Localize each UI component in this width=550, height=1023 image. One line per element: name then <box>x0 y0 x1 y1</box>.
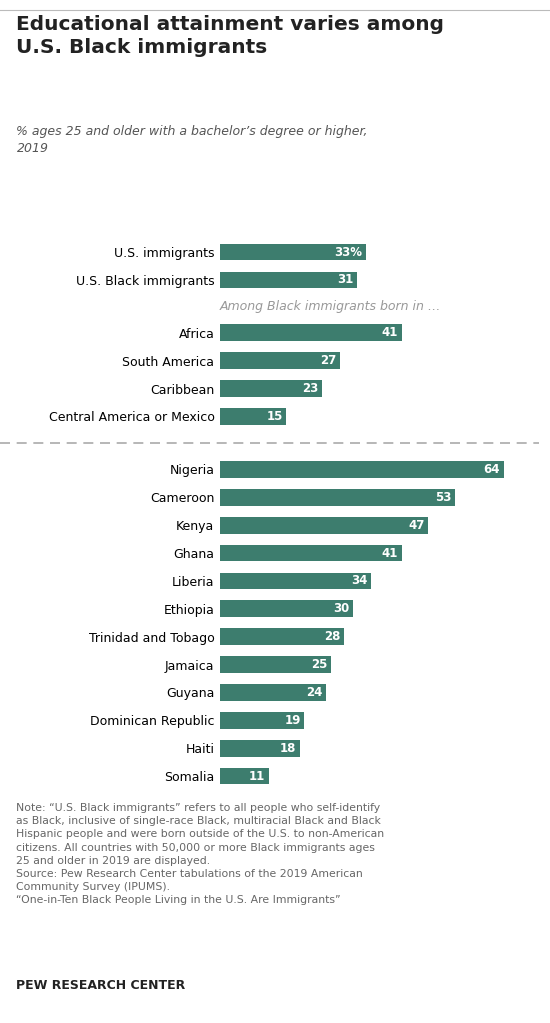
Bar <box>220 740 300 757</box>
Bar <box>220 517 428 534</box>
Text: Note: “U.S. Black immigrants” refers to all people who self-identify
as Black, i: Note: “U.S. Black immigrants” refers to … <box>16 803 384 905</box>
Text: 34: 34 <box>351 575 367 587</box>
Text: Educational attainment varies among
U.S. Black immigrants: Educational attainment varies among U.S.… <box>16 15 444 57</box>
Bar <box>220 656 331 673</box>
Text: 28: 28 <box>324 630 340 643</box>
Text: 64: 64 <box>483 463 500 476</box>
Text: 15: 15 <box>267 410 283 422</box>
Text: 41: 41 <box>382 546 398 560</box>
Text: 53: 53 <box>435 491 451 504</box>
Text: 18: 18 <box>280 742 296 755</box>
Bar <box>220 601 353 617</box>
Bar <box>220 573 371 589</box>
Bar <box>220 684 326 701</box>
Bar <box>220 243 366 261</box>
Text: 25: 25 <box>311 658 327 671</box>
Text: 30: 30 <box>333 603 349 616</box>
Text: % ages 25 and older with a bachelor’s degree or higher,
2019: % ages 25 and older with a bachelor’s de… <box>16 125 368 155</box>
Text: 19: 19 <box>284 714 301 727</box>
Text: 23: 23 <box>302 383 318 395</box>
Bar <box>220 352 340 369</box>
Bar <box>220 544 402 562</box>
Bar <box>220 461 504 478</box>
Bar <box>220 712 304 728</box>
Bar <box>220 628 344 646</box>
Bar <box>220 408 287 425</box>
Text: 31: 31 <box>338 273 354 286</box>
Text: PEW RESEARCH CENTER: PEW RESEARCH CENTER <box>16 979 186 992</box>
Text: 47: 47 <box>408 519 425 532</box>
Text: 24: 24 <box>306 686 323 699</box>
Text: 41: 41 <box>382 326 398 340</box>
Bar <box>220 767 269 785</box>
Bar <box>220 271 358 288</box>
Bar <box>220 381 322 397</box>
Text: 27: 27 <box>320 354 336 367</box>
Bar <box>220 324 402 342</box>
Text: 11: 11 <box>249 769 265 783</box>
Text: 33%: 33% <box>334 246 362 259</box>
Bar <box>220 489 455 505</box>
Text: Among Black immigrants born in …: Among Black immigrants born in … <box>220 300 441 313</box>
